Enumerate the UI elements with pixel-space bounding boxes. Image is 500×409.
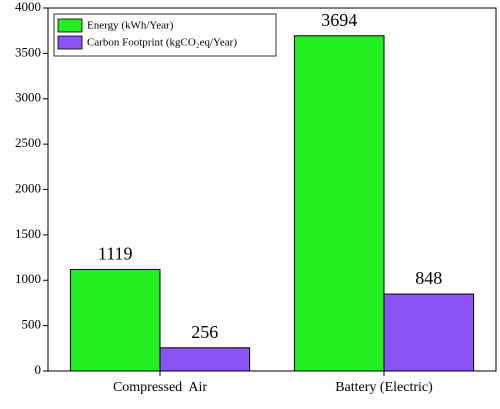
legend-label: Carbon Footprint (kgCO₂eq/Year): [87, 37, 237, 49]
legend-label: Energy (kWh/Year): [87, 20, 174, 32]
x-tick-label: Battery (Electric): [335, 380, 433, 395]
value-label: 1119: [98, 244, 133, 264]
bar: [159, 347, 251, 372]
value-label: 3694: [321, 10, 357, 30]
legend-swatch: [57, 35, 83, 50]
y-tick-label: 3000: [15, 90, 41, 105]
x-tick-label: Compressed Air: [113, 380, 207, 395]
legend-swatch: [57, 18, 83, 33]
y-tick-label: 0: [35, 362, 42, 377]
y-tick-label: 3500: [15, 44, 41, 59]
bar: [383, 293, 475, 372]
value-label: 256: [191, 322, 218, 342]
value-label: 848: [415, 268, 442, 288]
bar: [69, 268, 161, 372]
y-tick-label: 2500: [15, 135, 41, 150]
bar: [293, 35, 385, 372]
y-tick-label: 1000: [15, 271, 41, 286]
y-tick-label: 2000: [15, 180, 41, 195]
y-tick-label: 500: [22, 317, 42, 332]
legend-box: [53, 13, 277, 57]
y-tick-label: 1500: [15, 226, 41, 241]
y-tick-label: 4000: [15, 0, 41, 14]
